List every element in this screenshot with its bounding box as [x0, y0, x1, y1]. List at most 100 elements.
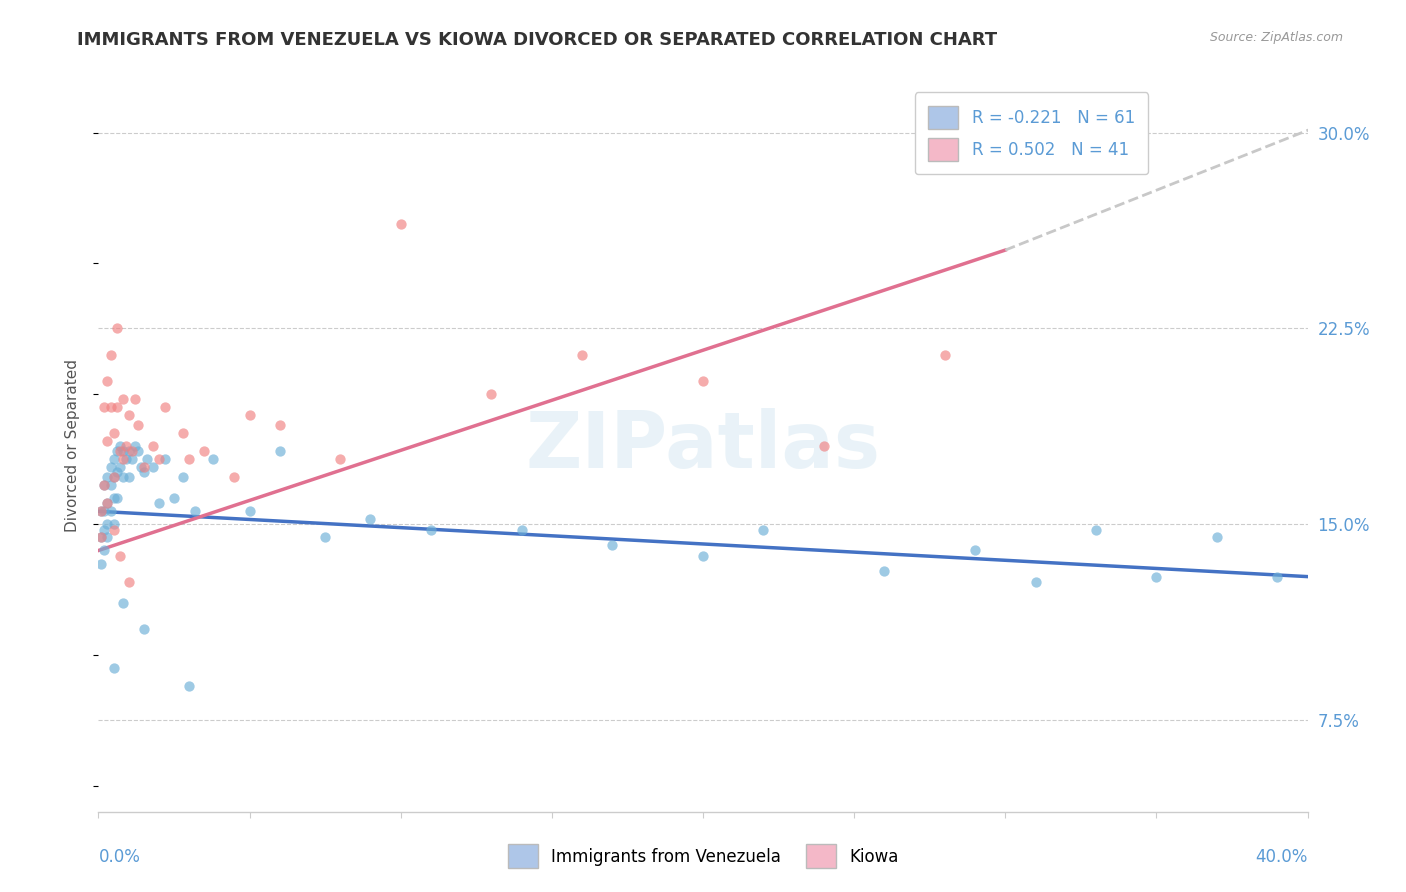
Point	[93, 504, 115, 518]
Point	[124, 439, 146, 453]
Point	[118, 574, 141, 589]
Point	[96, 496, 118, 510]
Point	[752, 523, 775, 537]
Point	[202, 452, 225, 467]
Point	[105, 491, 128, 506]
Point	[111, 596, 134, 610]
Point	[90, 557, 112, 571]
Point	[692, 374, 714, 388]
Point	[111, 392, 134, 406]
Point	[96, 434, 118, 448]
Point	[96, 374, 118, 388]
Point	[148, 452, 170, 467]
Point	[100, 478, 122, 492]
Point	[90, 530, 112, 544]
Point	[1024, 574, 1046, 589]
Point	[96, 517, 118, 532]
Point	[103, 661, 125, 675]
Point	[965, 543, 987, 558]
Point	[481, 386, 503, 401]
Point	[389, 217, 412, 231]
Point	[1085, 523, 1108, 537]
Point	[90, 530, 112, 544]
Point	[96, 470, 118, 484]
Point	[108, 459, 131, 474]
Point	[103, 425, 125, 440]
Point	[121, 452, 143, 467]
Point	[129, 459, 152, 474]
Point	[105, 321, 128, 335]
Text: Source: ZipAtlas.com: Source: ZipAtlas.com	[1209, 31, 1343, 45]
Point	[571, 347, 593, 362]
Point	[111, 444, 134, 458]
Text: 40.0%: 40.0%	[1256, 848, 1308, 866]
Y-axis label: Divorced or Separated: Divorced or Separated	[65, 359, 80, 533]
Point	[239, 504, 262, 518]
Point	[105, 465, 128, 479]
Point	[142, 439, 165, 453]
Point	[1144, 569, 1167, 583]
Point	[179, 452, 201, 467]
Point	[142, 459, 165, 474]
Point	[100, 459, 122, 474]
Point	[420, 523, 443, 537]
Point	[510, 523, 533, 537]
Point	[269, 418, 291, 433]
Point	[103, 470, 125, 484]
Text: IMMIGRANTS FROM VENEZUELA VS KIOWA DIVORCED OR SEPARATED CORRELATION CHART: IMMIGRANTS FROM VENEZUELA VS KIOWA DIVOR…	[77, 31, 997, 49]
Point	[103, 470, 125, 484]
Point	[269, 444, 291, 458]
Point	[100, 504, 122, 518]
Point	[93, 478, 115, 492]
Point	[114, 452, 136, 467]
Point	[873, 565, 896, 579]
Point	[118, 470, 141, 484]
Legend: Immigrants from Venezuela, Kiowa: Immigrants from Venezuela, Kiowa	[501, 838, 905, 875]
Point	[114, 439, 136, 453]
Point	[93, 543, 115, 558]
Point	[96, 530, 118, 544]
Point	[224, 470, 246, 484]
Point	[103, 523, 125, 537]
Point	[108, 439, 131, 453]
Point	[111, 452, 134, 467]
Point	[1267, 569, 1289, 583]
Point	[108, 549, 131, 563]
Point	[813, 439, 835, 453]
Point	[692, 549, 714, 563]
Point	[148, 496, 170, 510]
Point	[100, 347, 122, 362]
Point	[132, 622, 155, 636]
Point	[118, 408, 141, 422]
Point	[127, 418, 149, 433]
Point	[127, 444, 149, 458]
Point	[121, 444, 143, 458]
Point	[360, 512, 382, 526]
Point	[179, 679, 201, 693]
Point	[105, 400, 128, 414]
Point	[184, 504, 207, 518]
Point	[100, 400, 122, 414]
Point	[93, 523, 115, 537]
Point	[105, 444, 128, 458]
Point	[135, 452, 157, 467]
Point	[172, 425, 194, 440]
Point	[103, 452, 125, 467]
Point	[118, 444, 141, 458]
Text: ZIPatlas: ZIPatlas	[526, 408, 880, 484]
Point	[163, 491, 186, 506]
Point	[90, 504, 112, 518]
Point	[93, 478, 115, 492]
Point	[602, 538, 624, 552]
Point	[153, 452, 176, 467]
Point	[172, 470, 194, 484]
Point	[934, 347, 956, 362]
Point	[132, 459, 155, 474]
Point	[1206, 530, 1229, 544]
Point	[90, 504, 112, 518]
Point	[108, 444, 131, 458]
Point	[329, 452, 352, 467]
Point	[153, 400, 176, 414]
Point	[103, 491, 125, 506]
Point	[103, 517, 125, 532]
